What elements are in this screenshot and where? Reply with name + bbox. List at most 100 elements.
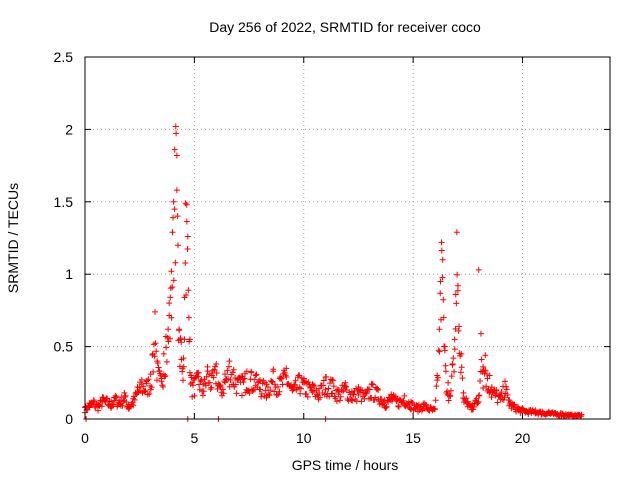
y-tick-label: 2.5 (54, 49, 74, 65)
data-point (143, 380, 150, 387)
data-point (482, 367, 489, 374)
data-point (171, 206, 178, 213)
data-point (303, 390, 310, 397)
data-point (265, 391, 272, 398)
data-point (441, 347, 448, 354)
data-point (123, 399, 130, 406)
data-point (140, 383, 147, 390)
data-point (266, 392, 273, 399)
data-point (292, 377, 299, 384)
plot-area-border (84, 56, 611, 420)
data-point (168, 314, 175, 321)
data-point (242, 370, 249, 377)
data-point (297, 385, 304, 392)
data-point (423, 402, 430, 409)
data-point (199, 392, 206, 399)
data-point (150, 368, 157, 375)
data-point (166, 300, 173, 307)
data-point (450, 355, 457, 362)
data-point (451, 336, 458, 343)
data-point (91, 398, 98, 405)
data-point (146, 390, 153, 397)
data-point (373, 386, 380, 393)
data-point (504, 391, 511, 398)
data-point (453, 229, 460, 236)
data-point (475, 398, 482, 405)
data-point (460, 389, 467, 396)
x-tick-label: 10 (296, 430, 312, 446)
data-point (503, 383, 510, 390)
data-point (160, 350, 167, 357)
data-point (229, 369, 236, 376)
data-point (304, 393, 311, 400)
data-point (169, 284, 176, 291)
data-point (330, 377, 337, 384)
data-point (200, 388, 207, 395)
data-point (313, 387, 320, 394)
data-point (422, 401, 429, 408)
data-point (152, 308, 158, 315)
data-point (503, 386, 510, 393)
data-point (90, 399, 97, 406)
data-point (434, 374, 441, 381)
data-point (130, 402, 137, 409)
data-point (238, 373, 245, 380)
data-point (320, 382, 327, 389)
data-point (220, 390, 227, 397)
data-point (144, 377, 151, 384)
data-point (437, 278, 444, 285)
data-point (438, 239, 445, 246)
data-point (496, 393, 503, 399)
data-point (109, 401, 116, 408)
data-point (454, 287, 461, 294)
data-point (210, 374, 217, 381)
data-point (278, 375, 285, 382)
data-point (141, 388, 148, 395)
data-point (184, 245, 191, 252)
grid-layer (85, 57, 610, 419)
data-point (400, 397, 407, 404)
data-point (438, 316, 445, 323)
data-point (340, 388, 347, 395)
data-point (192, 374, 199, 381)
data-point (178, 356, 185, 363)
data-point (173, 152, 180, 159)
data-point (483, 383, 490, 390)
data-point (343, 383, 350, 390)
data-point (325, 385, 332, 392)
data-point (121, 394, 128, 401)
data-point (320, 377, 327, 384)
data-point (255, 379, 262, 386)
data-point (274, 383, 281, 390)
data-point (191, 392, 198, 399)
data-point (336, 397, 343, 404)
data-point (163, 358, 170, 365)
data-point (327, 380, 333, 387)
data-point (418, 407, 425, 414)
data-point (251, 376, 258, 383)
plot-frame (84, 56, 611, 420)
data-point (451, 346, 458, 353)
data-point (300, 375, 307, 382)
data-point (290, 386, 297, 393)
data-point (170, 214, 177, 221)
data-point (441, 343, 448, 350)
data-point (276, 388, 283, 395)
data-point (182, 259, 189, 266)
data-point (179, 368, 186, 375)
data-point (333, 398, 340, 405)
data-point (170, 277, 177, 284)
data-point (156, 367, 163, 374)
x-tick-label: 5 (190, 430, 198, 446)
data-point (348, 397, 355, 404)
data-point (447, 387, 454, 394)
data-point (349, 391, 356, 398)
data-point (145, 376, 152, 383)
data-point (248, 368, 255, 375)
data-point (395, 403, 402, 410)
data-point (216, 381, 223, 388)
data-point (366, 386, 373, 393)
y-tick-label: 0 (65, 411, 73, 427)
data-point (470, 403, 477, 410)
data-point (452, 325, 459, 332)
